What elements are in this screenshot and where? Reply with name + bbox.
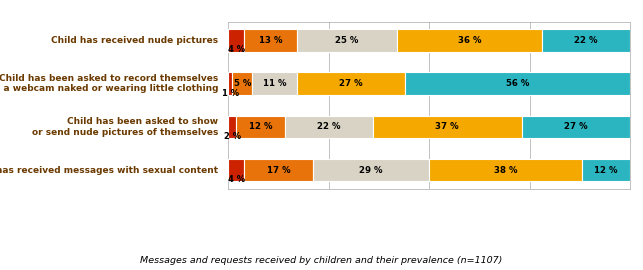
- Text: 25 %: 25 %: [335, 36, 359, 45]
- Text: 56 %: 56 %: [506, 79, 529, 88]
- Text: 4 %: 4 %: [228, 45, 245, 54]
- Text: 4 %: 4 %: [228, 175, 245, 184]
- Bar: [296, 72, 405, 95]
- Bar: [284, 116, 373, 138]
- Text: 12 %: 12 %: [249, 122, 272, 131]
- Bar: [252, 72, 296, 95]
- Text: 22 %: 22 %: [574, 36, 598, 45]
- Text: 11 %: 11 %: [263, 79, 286, 88]
- Bar: [228, 72, 232, 95]
- Text: 27 %: 27 %: [564, 122, 588, 131]
- Text: Child has been asked to record themselves
with a webcam naked or wearing little : Child has been asked to record themselve…: [0, 74, 218, 93]
- Bar: [397, 29, 541, 52]
- Bar: [521, 116, 630, 138]
- Bar: [228, 116, 237, 138]
- Text: 13 %: 13 %: [258, 36, 282, 45]
- Bar: [312, 159, 430, 181]
- Text: Child has received nude pictures: Child has received nude pictures: [51, 36, 218, 45]
- Text: 12 %: 12 %: [594, 166, 618, 175]
- Bar: [541, 29, 630, 52]
- Text: 17 %: 17 %: [267, 166, 290, 175]
- Bar: [228, 159, 244, 181]
- Text: 2 %: 2 %: [224, 132, 241, 141]
- Text: 29 %: 29 %: [359, 166, 383, 175]
- Bar: [237, 116, 284, 138]
- Bar: [296, 29, 397, 52]
- Text: 36 %: 36 %: [458, 36, 481, 45]
- Text: 22 %: 22 %: [317, 122, 341, 131]
- Text: 38 %: 38 %: [494, 166, 518, 175]
- Bar: [405, 72, 630, 95]
- Text: 5 %: 5 %: [233, 79, 251, 88]
- Bar: [244, 29, 296, 52]
- Bar: [582, 159, 630, 181]
- Bar: [373, 116, 521, 138]
- Text: 27 %: 27 %: [339, 79, 363, 88]
- Bar: [228, 29, 244, 52]
- Bar: [244, 159, 312, 181]
- Text: 1 %: 1 %: [222, 89, 239, 97]
- Text: 37 %: 37 %: [435, 122, 459, 131]
- Text: Child has received messages with sexual content: Child has received messages with sexual …: [0, 166, 218, 175]
- Text: Child has been asked to show
or send nude pictures of themselves: Child has been asked to show or send nud…: [32, 117, 218, 137]
- Bar: [430, 159, 582, 181]
- Text: Messages and requests received by children and their prevalence (n=1107): Messages and requests received by childr…: [140, 256, 503, 265]
- Bar: [232, 72, 252, 95]
